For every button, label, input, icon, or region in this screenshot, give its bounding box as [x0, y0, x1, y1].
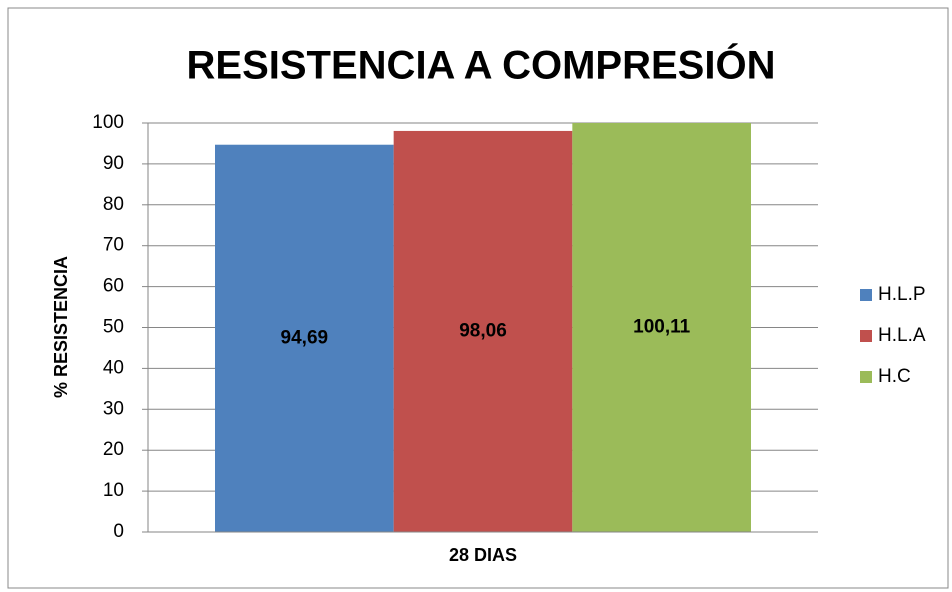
- plot-area: [215, 123, 751, 532]
- y-axis-label: % RESISTENCIA: [51, 256, 71, 398]
- data-label: 94,69: [281, 327, 329, 348]
- bar: [393, 130, 573, 532]
- legend-swatch: [860, 371, 872, 383]
- x-tick-label: 28 DIAS: [449, 545, 517, 565]
- y-tick-label: 50: [103, 317, 124, 338]
- y-tick-label: 100: [92, 112, 124, 133]
- y-tick-label: 70: [103, 235, 124, 256]
- y-tick-label: 30: [103, 398, 124, 419]
- y-tick-label: 80: [103, 194, 124, 215]
- legend-swatch: [860, 330, 872, 342]
- legend-label: H.C: [878, 366, 911, 387]
- data-label: 100,11: [633, 317, 690, 338]
- bar: [572, 123, 751, 532]
- chart-title: RESISTENCIA A COMPRESIÓN: [187, 42, 776, 88]
- y-tick-label: 40: [103, 357, 124, 378]
- y-tick-label: 60: [103, 276, 124, 297]
- y-tick-label: 20: [103, 439, 124, 460]
- legend-swatch: [860, 289, 872, 301]
- y-tick-label: 0: [113, 521, 124, 542]
- y-tick-label: 90: [103, 153, 124, 174]
- data-label: 98,06: [459, 320, 507, 341]
- legend-label: H.L.A: [878, 325, 926, 346]
- y-tick-label: 10: [103, 480, 124, 501]
- bar: [215, 144, 394, 532]
- legend-label: H.L.P: [878, 284, 926, 305]
